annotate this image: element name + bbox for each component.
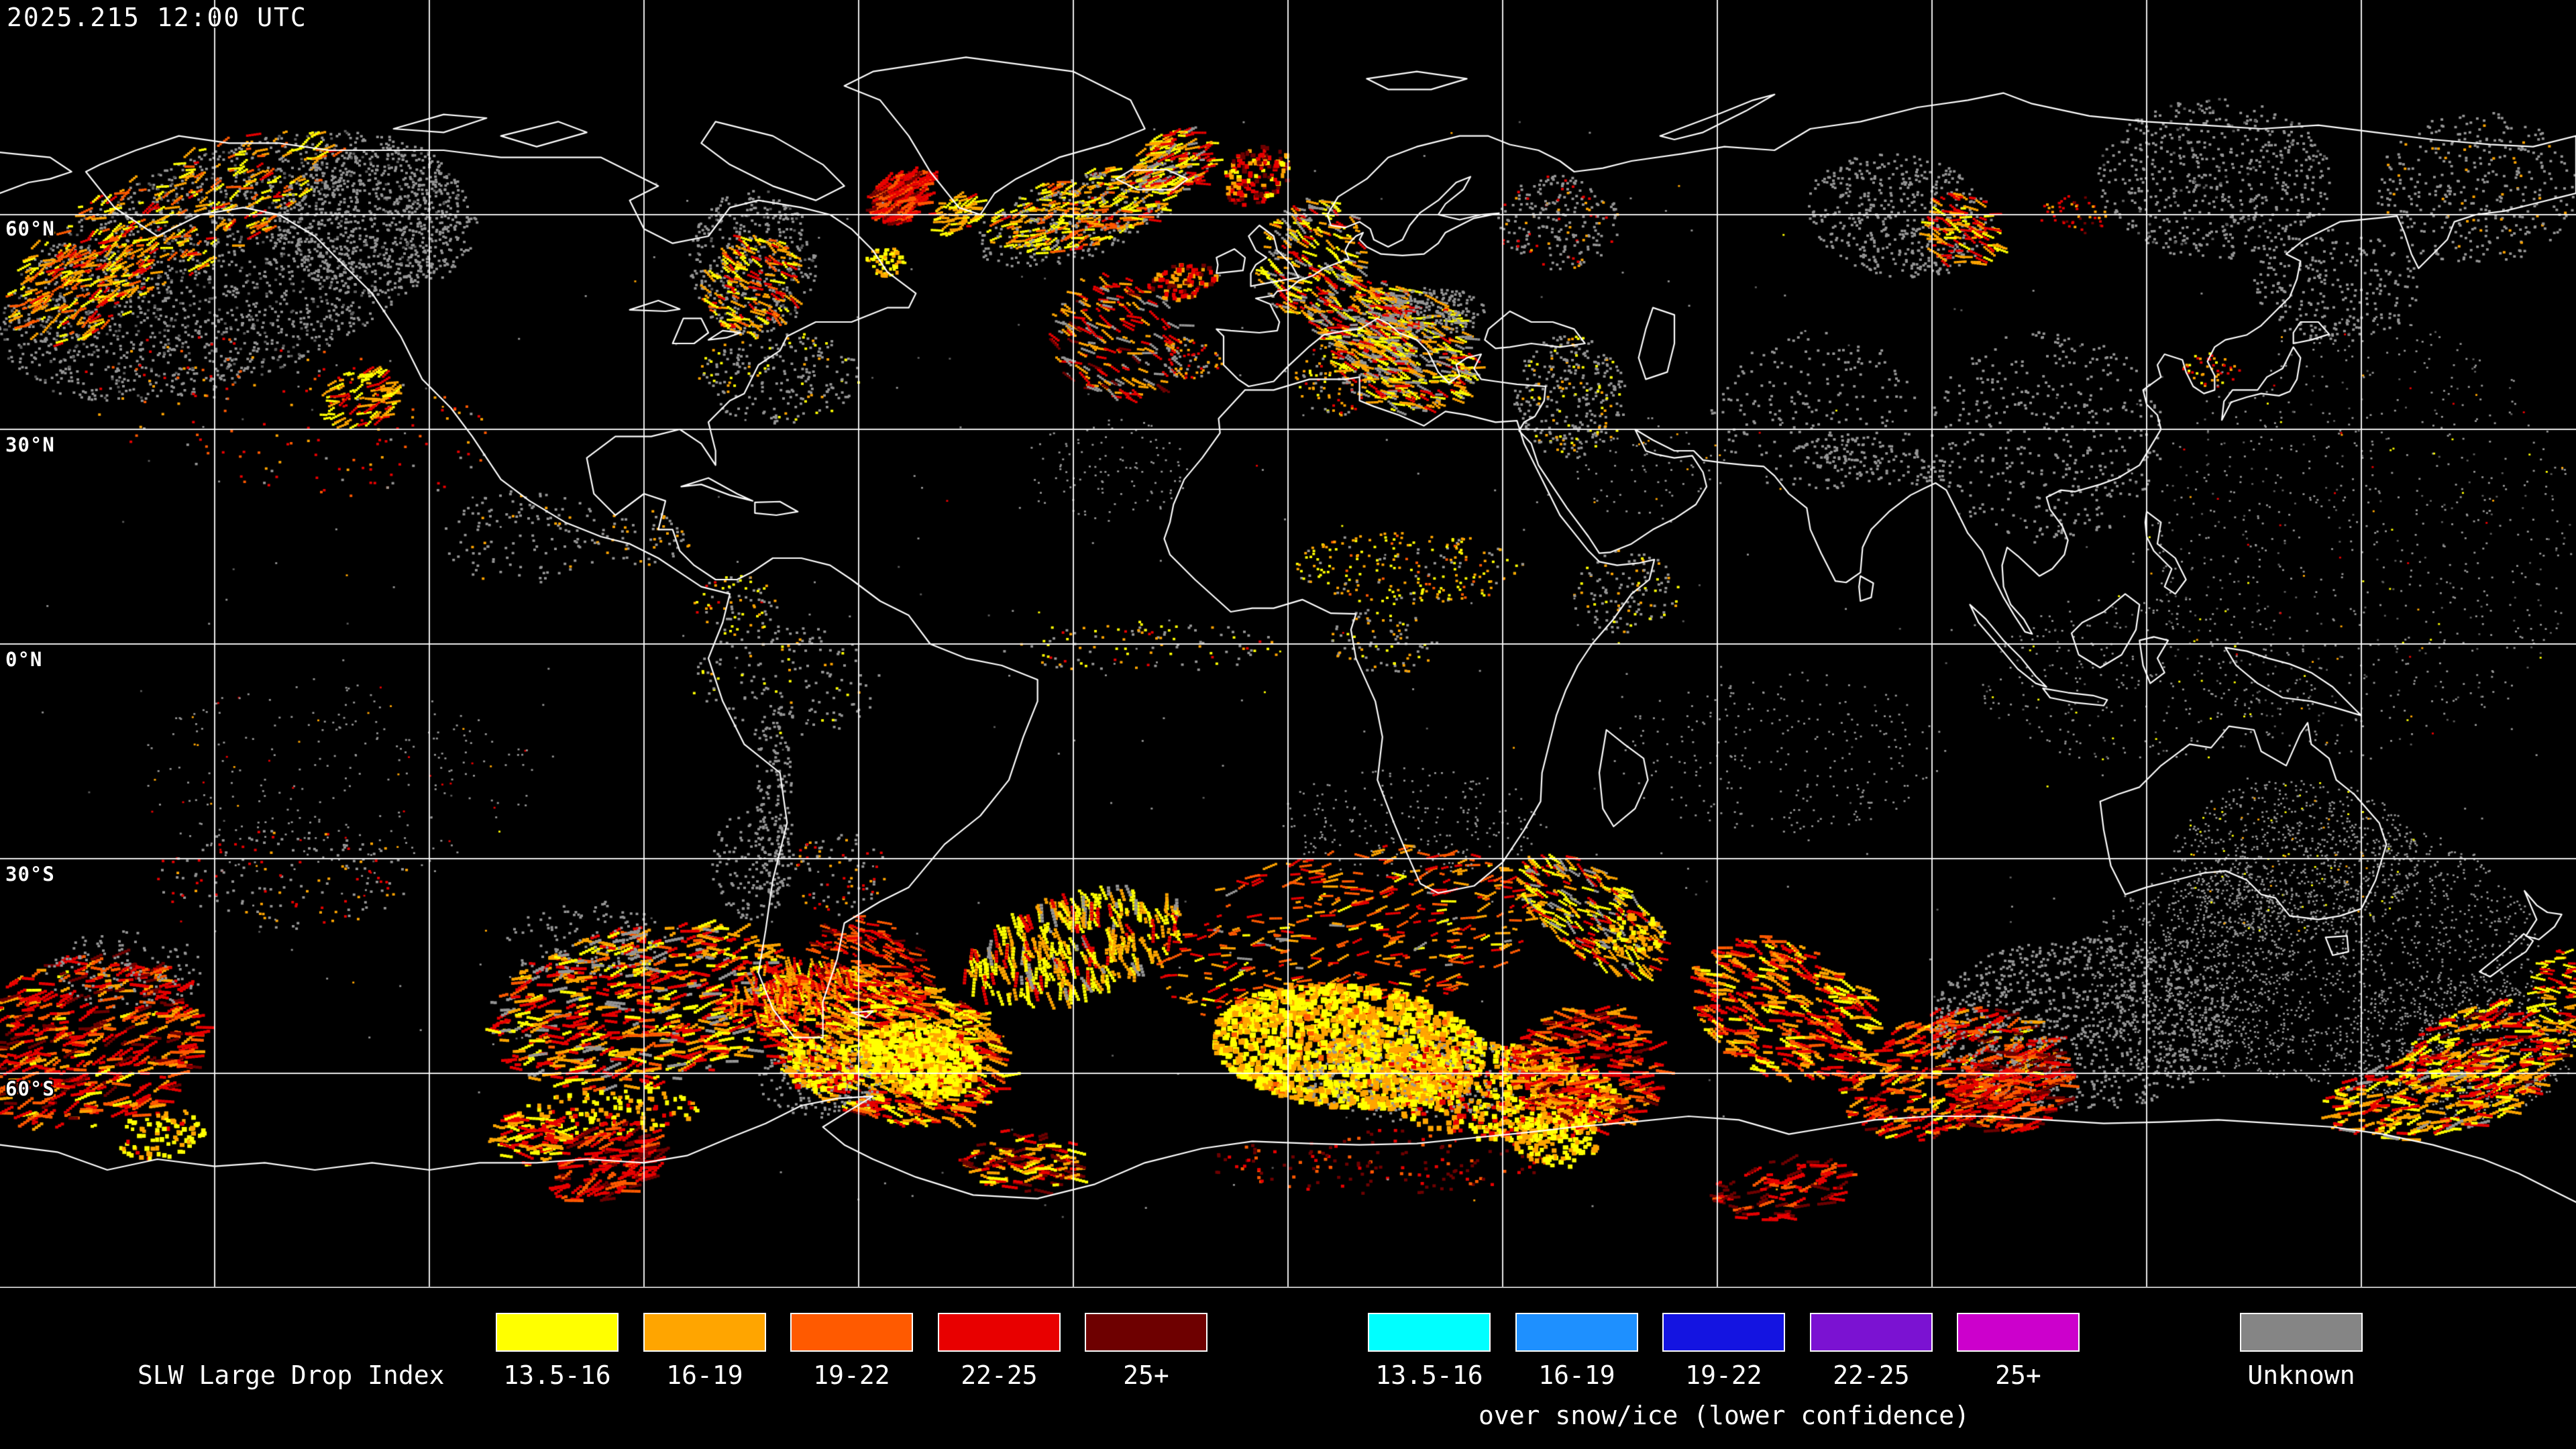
legend-label-warm-13.5-16: 13.5-16 <box>503 1360 611 1390</box>
legend-swatch-warm-13.5-16 <box>496 1313 619 1352</box>
legend-label-warm-19-22: 19-22 <box>813 1360 890 1390</box>
latitude-label-60s: 60°S <box>5 1077 55 1100</box>
latitude-label-30n: 30°N <box>5 433 55 456</box>
legend-swatch-snowice-13.5-16 <box>1368 1313 1491 1352</box>
legend-label-snowice-19-22: 19-22 <box>1685 1360 1762 1390</box>
legend-swatch-warm-25plus <box>1085 1313 1208 1352</box>
legend-swatch-snowice-25plus <box>1957 1313 2080 1352</box>
legend-label-snowice-25plus: 25+ <box>1995 1360 2041 1390</box>
legend-label-warm-22-25: 22-25 <box>961 1360 1038 1390</box>
legend-label-snowice-13.5-16: 13.5-16 <box>1375 1360 1483 1390</box>
timestamp: 2025.215 12:00 UTC <box>7 3 307 32</box>
legend-swatch-snowice-22-25 <box>1810 1313 1933 1352</box>
legend-subtitle: over snow/ice (lower confidence) <box>1478 1401 1970 1430</box>
world-map-canvas <box>0 0 2576 1288</box>
legend-label-snowice-22-25: 22-25 <box>1833 1360 1910 1390</box>
legend-label-unknown: Unknown <box>2247 1360 2355 1390</box>
legend-bar: SLW Large Drop Index 13.5-16 16-19 19-22… <box>0 1287 2576 1449</box>
legend-swatch-snowice-16-19 <box>1515 1313 1638 1352</box>
legend-swatch-warm-16-19 <box>643 1313 766 1352</box>
legend-title: SLW Large Drop Index <box>138 1360 445 1390</box>
latitude-label-60n: 60°N <box>5 217 55 240</box>
legend-label-warm-16-19: 16-19 <box>666 1360 743 1390</box>
legend-swatch-warm-22-25 <box>938 1313 1061 1352</box>
legend-swatch-warm-19-22 <box>790 1313 913 1352</box>
legend-label-warm-25plus: 25+ <box>1123 1360 1169 1390</box>
latitude-label-30s: 30°S <box>5 863 55 885</box>
legend-swatch-unknown <box>2240 1313 2363 1352</box>
legend-swatch-snowice-19-22 <box>1662 1313 1785 1352</box>
latitude-label-0n: 0°N <box>5 648 43 671</box>
legend-label-snowice-16-19: 16-19 <box>1538 1360 1615 1390</box>
